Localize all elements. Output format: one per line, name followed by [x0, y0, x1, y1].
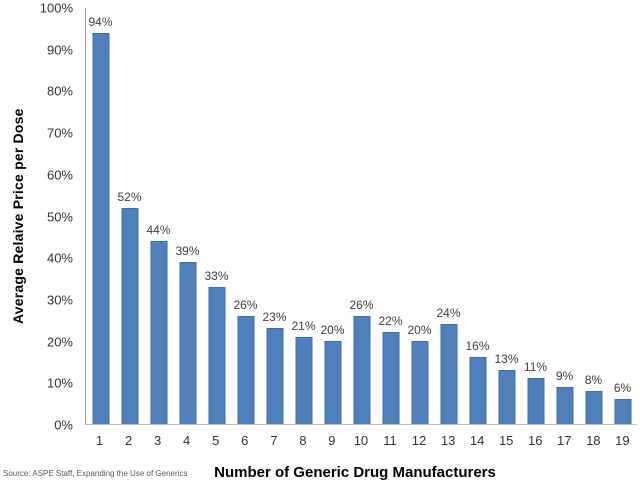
bar-slot: 33%	[202, 8, 231, 424]
bar-data-label: 20%	[407, 322, 432, 337]
y-tick-label: 50%	[46, 209, 73, 224]
x-tick-label: 12	[411, 433, 427, 448]
bar-data-label: 20%	[320, 322, 345, 337]
bar-slot: 11%	[521, 8, 550, 424]
x-tick-label: 2	[124, 433, 133, 448]
y-tick-label: 40%	[46, 250, 73, 266]
x-tick-label: 1	[95, 433, 104, 448]
y-tick-label: 60%	[46, 167, 73, 183]
bar	[295, 336, 312, 424]
bar	[411, 340, 428, 424]
bar-slot: 44%	[144, 8, 173, 424]
bar-data-label: 6%	[613, 381, 632, 396]
y-tick-label: 80%	[46, 83, 73, 99]
bar-data-label: 24%	[436, 306, 461, 321]
bar	[121, 207, 138, 424]
bar-slot: 26%	[231, 8, 260, 424]
plot-area: 94% 52% 44% 39% 33% 26% 23% 21% 20% 26% 22% 20% 24% 1…	[85, 8, 637, 425]
bar	[556, 386, 573, 424]
bar-data-label: 23%	[262, 310, 287, 325]
x-tick-label: 11	[383, 433, 397, 448]
y-tick-label: 30%	[46, 292, 73, 308]
bar	[498, 369, 515, 424]
bar	[614, 399, 631, 424]
bar-slot: 13%	[492, 8, 521, 424]
bar-data-label: 52%	[117, 189, 142, 204]
x-tick-label: 13	[440, 433, 456, 448]
bar-data-label: 16%	[465, 339, 490, 354]
x-tick-label: 18	[586, 433, 601, 448]
bar-slot: 94%	[86, 8, 115, 424]
x-tick-label: 9	[328, 433, 336, 448]
bar	[353, 315, 370, 424]
bar	[237, 315, 254, 424]
y-tick-label: 90%	[46, 42, 73, 58]
y-tick-label: 100%	[39, 0, 73, 16]
bar-slot: 26%	[347, 8, 376, 424]
bar	[208, 286, 225, 424]
bar-slot: 24%	[434, 8, 463, 424]
bar-data-label: 8%	[584, 372, 603, 387]
x-tick-label: 3	[154, 433, 162, 448]
bar	[527, 378, 544, 424]
x-tick-label: 16	[527, 433, 543, 448]
y-axis-tick-labels: 0% 10% 20% 30% 40% 50% 60% 70% 80% 90% 100%	[0, 1, 79, 433]
bar-data-label: 26%	[233, 297, 258, 312]
bar-data-label: 22%	[378, 314, 403, 329]
x-tick-label: 19	[615, 433, 630, 448]
y-tick-label: 70%	[46, 125, 73, 141]
x-tick-label: 8	[299, 433, 307, 448]
bar	[440, 324, 457, 424]
x-axis-tick-labels: 1 2 3 4 5 6 7 8 9 10 11 12 13 14 15 16 17 18 19	[85, 433, 637, 448]
x-tick-label: 14	[469, 433, 485, 448]
bar-slot: 22%	[376, 8, 405, 424]
bar-slot: 9%	[550, 8, 579, 424]
bar	[150, 240, 167, 424]
bar-slot: 20%	[318, 8, 347, 424]
y-tick-label: 0%	[54, 417, 73, 433]
bar	[92, 32, 109, 424]
bar-data-label: 94%	[88, 14, 113, 29]
bar	[585, 390, 602, 424]
x-tick-label: 15	[498, 433, 514, 448]
bar-data-label: 44%	[146, 222, 171, 237]
bar	[469, 357, 486, 424]
x-tick-label: 17	[557, 433, 572, 448]
bar-slot: 20%	[405, 8, 434, 424]
x-tick-label: 4	[183, 433, 191, 448]
source-note: Source: ASPE Staff, Expanding the Use of…	[3, 469, 188, 478]
y-tick-label: 20%	[46, 334, 73, 350]
y-tick-label: 10%	[46, 375, 73, 391]
bar-slot: 6%	[608, 8, 637, 424]
bar	[324, 340, 341, 424]
bar-slot: 8%	[579, 8, 608, 424]
x-axis-title: Number of Generic Drug Manufacturers	[214, 464, 496, 481]
bar-slot: 21%	[289, 8, 318, 424]
x-tick-label: 10	[353, 433, 369, 448]
bar-slot: 23%	[260, 8, 289, 424]
x-tick-label: 7	[270, 433, 278, 448]
bar	[179, 261, 196, 424]
bar-data-label: 26%	[349, 297, 374, 312]
x-tick-label: 6	[241, 433, 249, 448]
bar-data-label: 33%	[204, 268, 229, 283]
bar	[266, 328, 283, 424]
bar-data-label: 11%	[523, 360, 548, 375]
bar-slot: 39%	[173, 8, 202, 424]
bar-slot: 16%	[463, 8, 492, 424]
bar-data-label: 39%	[175, 243, 200, 258]
bar-data-label: 21%	[291, 318, 316, 333]
bar-data-label: 9%	[555, 368, 574, 383]
x-tick-label: 5	[212, 433, 220, 448]
bar-slot: 52%	[115, 8, 144, 424]
bar	[382, 332, 399, 424]
bar-data-label: 13%	[494, 351, 519, 366]
